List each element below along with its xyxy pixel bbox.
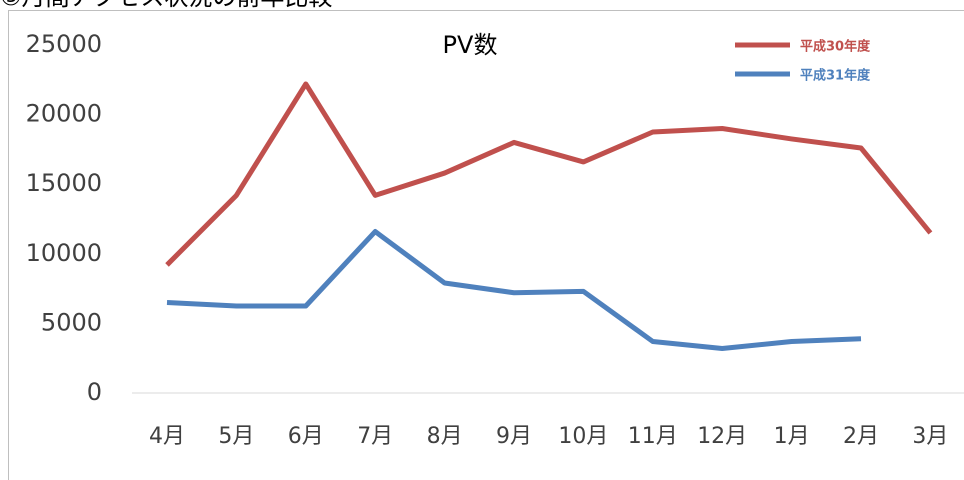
x-tick-label: 9月 xyxy=(496,424,532,449)
x-tick-label: 5月 xyxy=(218,424,254,449)
y-tick-label: 5000 xyxy=(41,308,102,336)
legend-label: 平成31年度 xyxy=(800,68,871,84)
y-tick-label: 15000 xyxy=(26,169,102,197)
x-tick-label: 1月 xyxy=(774,424,810,449)
x-tick-label: 10月 xyxy=(558,424,608,449)
x-tick-label: 8月 xyxy=(427,424,463,449)
series-line xyxy=(166,229,862,351)
x-tick-label: 12月 xyxy=(697,424,747,449)
series-line xyxy=(165,81,933,267)
chart-title: PV数 xyxy=(443,31,498,59)
y-tick-label: 25000 xyxy=(26,30,102,58)
x-tick-label: 6月 xyxy=(288,424,324,449)
x-tick-label: 3月 xyxy=(912,424,948,449)
page-heading: ③月間アクセス状況の前年比較 xyxy=(0,0,332,11)
y-tick-label: 0 xyxy=(87,378,102,406)
x-tick-label: 4月 xyxy=(149,424,185,449)
chart-frame xyxy=(8,10,964,480)
x-tick-label: 2月 xyxy=(843,424,879,449)
x-tick-label: 11月 xyxy=(628,424,678,449)
legend-label: 平成30年度 xyxy=(800,39,871,55)
y-tick-label: 10000 xyxy=(26,239,102,267)
y-tick-label: 20000 xyxy=(26,100,102,128)
x-tick-label: 7月 xyxy=(357,424,393,449)
